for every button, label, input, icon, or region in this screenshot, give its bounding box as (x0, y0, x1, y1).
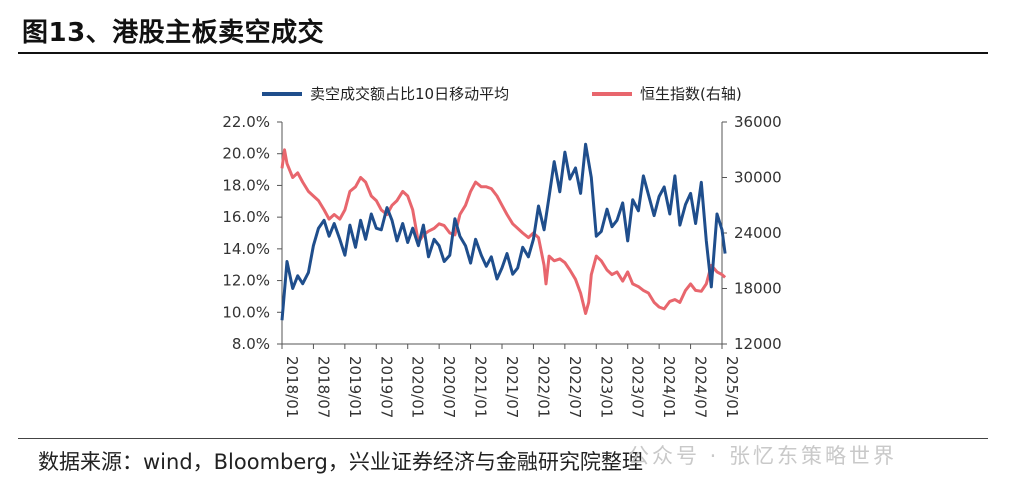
y-left-tick-label: 20.0% (222, 145, 270, 163)
y-left-tick-label: 22.0% (222, 113, 270, 131)
x-tick-label: 2019/01 (346, 356, 364, 418)
x-tick-label: 2020/01 (409, 356, 427, 418)
y-right-tick-label: 18000 (734, 280, 782, 298)
source-note: 数据来源：wind，Bloomberg，兴业证券经济与金融研究院整理 (38, 450, 643, 474)
legend-label-hsi: 恒生指数(右轴) (640, 85, 742, 103)
y-right-tick-label: 36000 (734, 113, 782, 131)
y-left-tick-label: 16.0% (222, 208, 270, 226)
x-tick-label: 2025/01 (723, 356, 741, 418)
x-tick-label: 2018/07 (314, 356, 332, 418)
y-left-tick-label: 14.0% (222, 240, 270, 258)
x-tick-label: 2022/07 (566, 356, 584, 418)
title-divider (18, 52, 988, 54)
axes: 8.0% 10.0% 12.0% 14.0% 16.0% 18.0% 20.0% 22.0% 1… (222, 113, 781, 418)
x-tick-label: 2024/01 (660, 356, 678, 418)
y-left-tick-label: 12.0% (222, 272, 270, 290)
y-right-tick-label: 12000 (734, 335, 782, 353)
chart: 卖空成交额占比10日移动平均 恒生指数(右轴) 8.0% 10.0% 12.0% 14… (222, 85, 781, 418)
x-tick-label: 2021/01 (472, 356, 490, 418)
y-left-tick-label: 10.0% (222, 303, 270, 321)
y-left-tick-label: 8.0% (232, 335, 270, 353)
y-right-tick-label: 24000 (734, 224, 782, 242)
legend: 卖空成交额占比10日移动平均 恒生指数(右轴) (262, 85, 742, 103)
figure-title: 图13、港股主板卖空成交 (22, 18, 325, 48)
x-tick-label: 2022/01 (534, 356, 552, 418)
x-tick-label: 2021/07 (503, 356, 521, 418)
x-tick-label: 2024/07 (692, 356, 710, 418)
watermark: 公众号 · 张忆东策略世界 (628, 444, 898, 468)
series-line-hsi (280, 148, 727, 315)
x-tick-label: 2023/01 (597, 356, 615, 418)
legend-label-short-ratio: 卖空成交额占比10日移动平均 (310, 85, 509, 103)
x-tick-label: 2020/07 (440, 356, 458, 418)
series-line-short-ratio (280, 142, 727, 321)
footer-divider (18, 438, 988, 439)
y-left-tick-label: 18.0% (222, 176, 270, 194)
y-right-tick-label: 30000 (734, 169, 782, 187)
x-tick-label: 2023/07 (629, 356, 647, 418)
series-lines (280, 142, 727, 321)
x-tick-label: 2019/07 (377, 356, 395, 418)
x-tick-label: 2018/01 (283, 356, 301, 418)
